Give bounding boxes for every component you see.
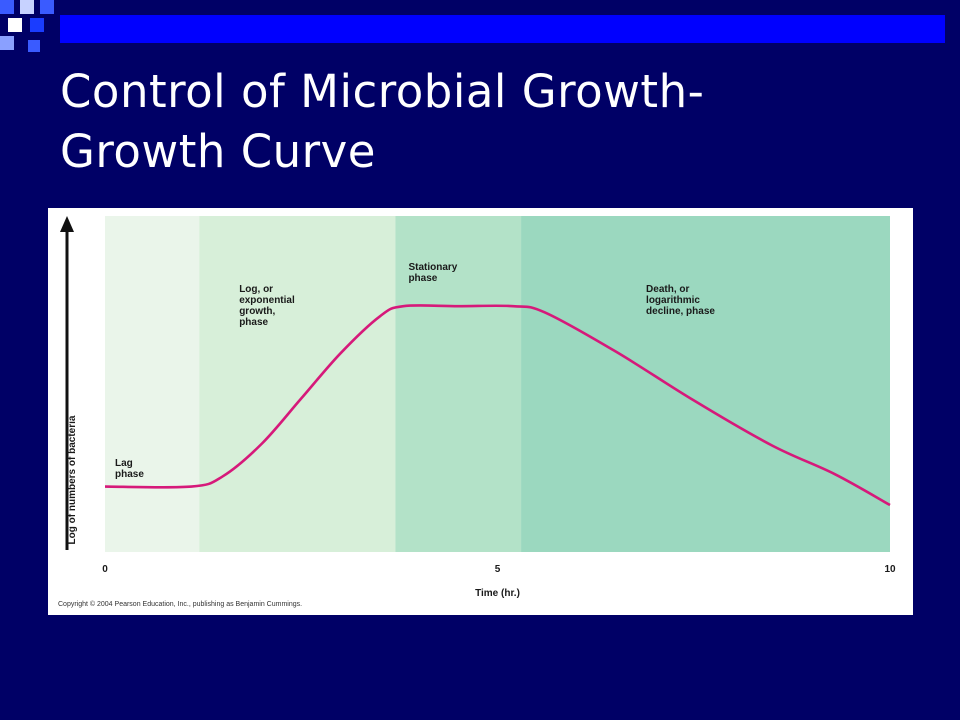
growth-curve-figure: Lag phase Log, or exponential growth, phase St… bbox=[48, 208, 913, 615]
growth-curve-chart: Lag phase Log, or exponential growth, phase St… bbox=[60, 216, 896, 598]
y-axis bbox=[60, 216, 74, 550]
x-tick-label: 0 bbox=[102, 564, 108, 575]
y-axis-label: Log of numbers of bacteria bbox=[67, 415, 78, 544]
phase-label-0: Lag phase bbox=[115, 458, 144, 480]
phase-band-0 bbox=[105, 216, 200, 552]
slide-title-line-1: Control of Microbial Growth- bbox=[60, 65, 705, 118]
corner-square bbox=[0, 0, 14, 14]
phase-band-2 bbox=[395, 216, 522, 552]
phase-label-3: Death, or logarithmic decline, phase bbox=[646, 284, 715, 317]
x-axis-label: Time (hr.) bbox=[475, 588, 520, 598]
corner-square bbox=[8, 18, 22, 32]
corner-square bbox=[30, 18, 44, 32]
x-tick-label: 5 bbox=[495, 564, 501, 575]
phase-label-1: Log, or exponential growth, phase bbox=[239, 284, 295, 328]
corner-square bbox=[28, 40, 40, 52]
growth-curve-line bbox=[104, 304, 891, 507]
corner-square bbox=[40, 0, 54, 14]
title-accent-bar bbox=[60, 15, 945, 43]
x-tick-label: 10 bbox=[884, 564, 896, 575]
corner-square bbox=[0, 36, 14, 50]
y-axis-arrowhead bbox=[60, 216, 74, 232]
slide-title: Control of Microbial Growth- Growth Curv… bbox=[60, 62, 920, 182]
copyright-note: Copyright © 2004 Pearson Education, Inc.… bbox=[58, 601, 303, 608]
phase-band-3 bbox=[521, 216, 890, 552]
corner-square bbox=[20, 0, 34, 14]
slide-title-line-2: Growth Curve bbox=[60, 125, 376, 178]
phase-band-1 bbox=[199, 216, 396, 552]
phase-label-2: Stationary phase bbox=[408, 262, 457, 284]
